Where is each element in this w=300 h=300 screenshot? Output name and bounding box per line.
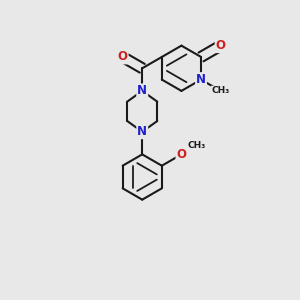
Text: CH₃: CH₃ <box>212 86 230 95</box>
Text: O: O <box>216 39 226 52</box>
Text: O: O <box>118 50 128 64</box>
Text: N: N <box>137 125 147 138</box>
Text: N: N <box>196 73 206 86</box>
Text: N: N <box>137 84 147 98</box>
Text: CH₃: CH₃ <box>187 141 205 150</box>
Text: O: O <box>176 148 186 161</box>
